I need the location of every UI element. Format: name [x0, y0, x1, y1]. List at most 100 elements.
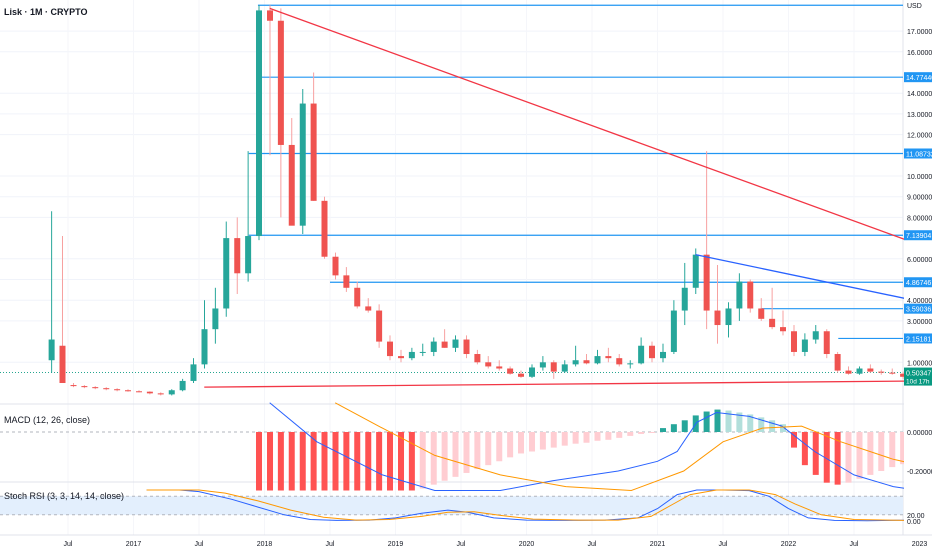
macd-histogram-bar — [638, 432, 645, 434]
macd-series — [255, 402, 932, 492]
candle-body — [463, 339, 470, 355]
macd-histogram-bar — [572, 432, 579, 444]
stoch-pane — [0, 495, 903, 516]
candle-body — [48, 339, 55, 361]
price-tick-label: 17.00000 — [907, 29, 932, 36]
stoch-rsi-legend[interactable]: Stoch RSI (3, 3, 14, 14, close) — [4, 491, 125, 501]
candle-body — [561, 364, 568, 372]
macd-histogram-bar — [354, 432, 361, 491]
stoch-band — [0, 496, 903, 515]
macd-histogram-bar — [823, 432, 830, 483]
level-price-badge — [904, 230, 932, 241]
time-tick-label: Jul — [588, 541, 597, 548]
time-axis[interactable]: Jul 2017 Jul 2018 Jul 2019 Jul 2020 Jul 2021 Jul 20… — [0, 534, 932, 548]
price-axis[interactable]: 17.00000 16.00000 14.00000 13.00000 12.00000… — [904, 0, 932, 550]
candle-body — [812, 331, 819, 340]
candle-body — [889, 372, 896, 374]
candle-body — [212, 308, 219, 330]
candle-body — [354, 287, 361, 307]
level-price-badge — [904, 72, 932, 83]
candle-body — [583, 360, 590, 364]
macd-histogram-bar — [791, 432, 798, 448]
macd-signal-line — [334, 402, 932, 492]
candle-body — [103, 388, 110, 390]
macd-histogram-bar — [561, 432, 568, 446]
macd-histogram-bar — [703, 411, 710, 432]
macd-histogram-bar — [758, 417, 765, 432]
candle-body — [321, 200, 328, 257]
level-price-badge — [904, 148, 932, 159]
macd-legend[interactable]: MACD (12, 26, close) — [4, 415, 91, 425]
candles — [48, 5, 929, 396]
macd-histogram-bar — [769, 420, 776, 432]
candle-body — [255, 10, 262, 237]
price-tick-label: 9.00000 — [907, 195, 932, 202]
price-tick-label: 14.00000 — [907, 91, 932, 98]
price-tick-label: 12.00000 — [907, 133, 932, 140]
macd-histogram-bar — [452, 432, 459, 477]
price-tick-label: 3.00000 — [907, 319, 932, 326]
time-tick-label: Jul — [850, 541, 859, 548]
macd-histogram-bar — [539, 432, 546, 450]
candle-body — [779, 327, 786, 332]
candle-body — [92, 387, 99, 389]
macd-histogram-bar — [550, 432, 557, 448]
macd-histogram-bar — [747, 414, 754, 432]
candle-body — [485, 362, 492, 367]
candle-body — [81, 386, 88, 388]
candle-body — [616, 358, 623, 365]
level-price-badge — [904, 333, 932, 344]
candle-body — [310, 103, 317, 201]
currency-label: USD — [907, 3, 922, 10]
macd-histogram-bar — [660, 428, 667, 432]
candle-body — [627, 363, 634, 365]
macd-histogram-bar — [485, 432, 492, 466]
candle-body — [245, 236, 252, 274]
macd-histogram-bar — [288, 432, 295, 491]
time-tick-label: 2023 — [912, 541, 928, 548]
macd-histogram-bar — [594, 432, 601, 441]
stoch-d-line — [146, 489, 932, 521]
macd-histogram-bar — [889, 432, 896, 468]
macd-histogram-bar — [496, 432, 503, 462]
macd-tick-label: 0.00000 — [907, 430, 932, 437]
candle-body — [605, 356, 612, 359]
macd-histogram-bar — [386, 432, 393, 491]
candle-body — [823, 331, 830, 355]
macd-histogram-bar — [845, 432, 852, 483]
macd-histogram-bar — [267, 432, 274, 491]
candle-body — [124, 390, 131, 392]
candle-body — [648, 345, 655, 359]
macd-histogram-bar — [812, 432, 819, 475]
candle-body — [343, 275, 350, 288]
trend-drawings[interactable] — [204, 7, 932, 388]
macd-histogram-bar — [878, 432, 885, 471]
stoch-rsi-series — [146, 489, 932, 522]
macd-histogram-bar — [725, 410, 732, 432]
price-tick-label: 16.00000 — [907, 50, 932, 57]
symbol-title[interactable]: Lisk · 1M · CRYPTO — [4, 7, 88, 17]
horizontal-levels[interactable] — [0, 4, 903, 373]
candle-body — [856, 368, 863, 374]
candle-body — [234, 238, 241, 274]
candle-body — [277, 20, 284, 145]
level-price-badge — [904, 277, 932, 288]
macd-histogram-bar — [441, 432, 448, 481]
triangle-line — [269, 7, 932, 251]
candle-body — [681, 287, 688, 311]
candle-body — [670, 310, 677, 352]
level-price-label: 0.50347 — [906, 371, 931, 378]
candle-body — [769, 318, 776, 328]
candle-body — [747, 281, 754, 309]
macd-histogram-bar — [529, 432, 536, 452]
candle-body — [452, 339, 459, 348]
candle-body — [507, 368, 514, 374]
macd-histogram-bar — [255, 432, 262, 491]
countdown-label: 10d 17h — [906, 379, 930, 386]
macd-tick-label: -0.20000 — [907, 469, 932, 476]
candle-body — [801, 339, 808, 352]
time-tick-label: Jul — [326, 541, 335, 548]
macd-histogram-bar — [856, 432, 863, 479]
candle-body — [692, 254, 699, 288]
